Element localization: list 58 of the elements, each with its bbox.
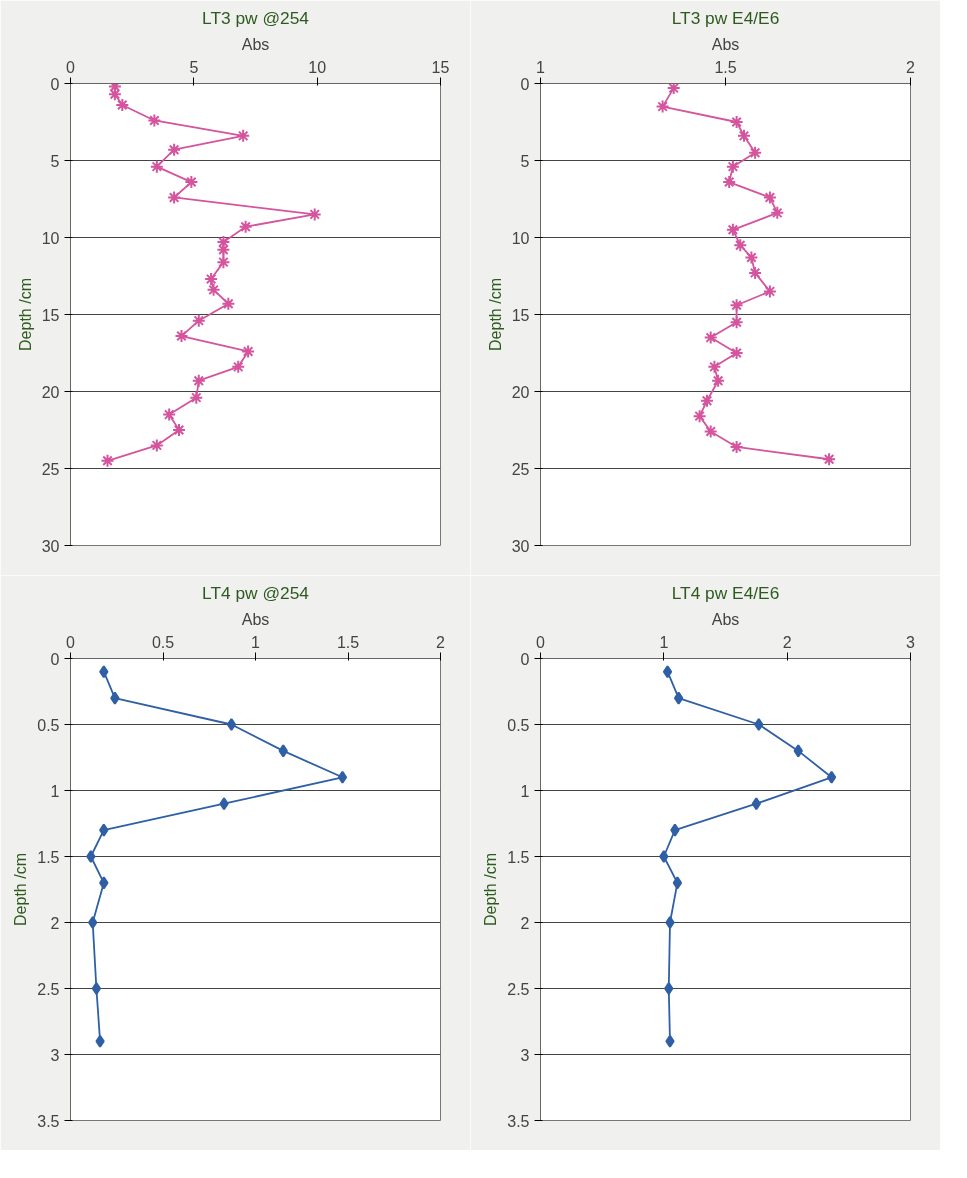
chart-title: LT4 pw @254 <box>202 582 310 603</box>
y-axis-title: Depth /cm <box>12 853 30 926</box>
y-axis-title: Depth /cm <box>486 278 504 351</box>
y-tick-label: 20 <box>41 383 60 401</box>
y-tick-label: 5 <box>50 152 60 170</box>
y-tick-label: 5 <box>520 152 530 170</box>
x-tick-label: 15 <box>431 58 450 76</box>
x-tick-label: 2 <box>782 633 792 651</box>
x-axis-title: Abs <box>711 35 740 53</box>
chart-title: LT3 pw E4/E6 <box>671 7 780 28</box>
y-tick-label: 25 <box>511 460 530 478</box>
y-tick-label: 2.5 <box>507 980 530 998</box>
y-tick-label: 0.5 <box>37 716 60 734</box>
x-tick-label: 2 <box>906 58 916 76</box>
y-tick-label: 2 <box>50 914 60 932</box>
x-tick-label: 1.5 <box>714 58 737 76</box>
x-tick-label: 10 <box>308 58 327 76</box>
x-tick-label: 1 <box>251 633 261 651</box>
y-tick-label: 15 <box>511 306 530 324</box>
y-tick-label: 2.5 <box>37 980 60 998</box>
y-axis-title: Depth /cm <box>482 853 500 926</box>
x-tick-label: 0.5 <box>151 633 175 651</box>
chart-title: LT4 pw E4/E6 <box>671 582 780 603</box>
y-tick-label: 0 <box>50 75 60 93</box>
y-tick-label: 30 <box>41 537 60 555</box>
y-tick-label: 1 <box>50 782 60 800</box>
y-tick-label: 3 <box>520 1046 530 1064</box>
x-axis-title: Abs <box>241 35 270 53</box>
x-tick-label: 1 <box>659 633 669 651</box>
x-tick-label: 0 <box>66 633 76 651</box>
y-tick-label: 3 <box>50 1046 60 1064</box>
y-tick-label: 20 <box>511 383 530 401</box>
y-tick-label: 0 <box>50 650 60 668</box>
y-tick-label: 0 <box>520 650 530 668</box>
x-tick-label: 0 <box>66 58 76 76</box>
x-tick-label: 0 <box>536 633 546 651</box>
y-tick-label: 1.5 <box>37 848 60 866</box>
x-tick-label: 5 <box>189 58 199 76</box>
y-tick-label: 10 <box>511 229 530 247</box>
y-tick-label: 3.5 <box>507 1112 530 1130</box>
x-tick-label: 2 <box>436 633 446 651</box>
x-tick-label: 1.5 <box>336 633 360 651</box>
x-tick-label: 3 <box>906 633 916 651</box>
chart-title: LT3 pw @254 <box>202 7 310 28</box>
y-axis-title: Depth /cm <box>16 278 34 351</box>
x-tick-label: 1 <box>536 58 546 76</box>
y-tick-label: 25 <box>41 460 60 478</box>
y-tick-label: 2 <box>520 914 530 932</box>
y-tick-label: 15 <box>41 306 60 324</box>
y-tick-label: 10 <box>41 229 60 247</box>
y-tick-label: 1.5 <box>507 848 530 866</box>
y-tick-label: 0.5 <box>507 716 530 734</box>
y-tick-label: 1 <box>520 782 530 800</box>
y-tick-label: 3.5 <box>37 1112 60 1130</box>
x-axis-title: Abs <box>711 610 740 628</box>
y-tick-label: 30 <box>511 537 530 555</box>
x-axis-title: Abs <box>241 610 270 628</box>
y-tick-label: 0 <box>520 75 530 93</box>
